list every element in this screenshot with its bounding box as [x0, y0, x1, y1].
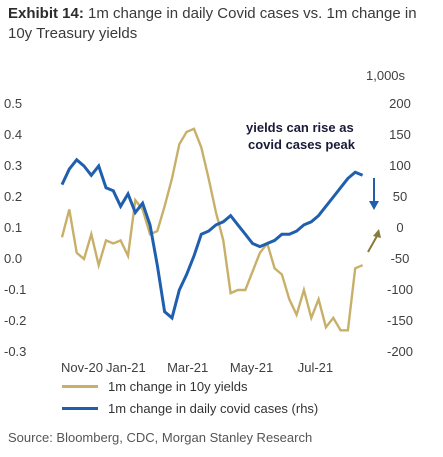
arrow-down-head — [369, 201, 379, 210]
annotation-arrows — [367, 178, 381, 253]
legend-item-yields: 1m change in 10y yields — [62, 375, 318, 397]
left-tick-label: -0.1 — [4, 282, 26, 297]
left-tick-label: 0.5 — [4, 96, 22, 111]
left-tick-label: -0.3 — [4, 344, 26, 359]
right-tick-label: -50 — [391, 251, 410, 266]
source-note: Source: Bloomberg, CDC, Morgan Stanley R… — [8, 430, 313, 445]
legend-label-cases: 1m change in daily covid cases (rhs) — [108, 400, 319, 416]
legend-swatch-cases — [62, 406, 98, 410]
x-tick-label: May-21 — [230, 360, 273, 375]
left-axis-ticks: 0.5 0.4 0.3 0.2 0.1 0.0 -0.1 -0.2 -0.3 — [4, 96, 26, 359]
annotation-line-2: covid cases peak — [248, 137, 356, 152]
series-line-cases — [60, 157, 364, 321]
right-tick-label: -100 — [387, 282, 413, 297]
right-axis-unit-label: 1,000s — [366, 68, 406, 83]
right-tick-label: -150 — [387, 313, 413, 328]
left-tick-label: 0.4 — [4, 127, 22, 142]
left-tick-label: 0.0 — [4, 251, 22, 266]
legend: 1m change in 10y yields 1m change in dai… — [62, 375, 318, 419]
x-tick-label: Jan-21 — [106, 360, 146, 375]
x-tick-label: Mar-21 — [167, 360, 208, 375]
arrow-up — [367, 235, 378, 253]
title-text: 1m change in daily Covid cases vs. 1m ch… — [8, 5, 417, 42]
right-tick-label: 200 — [389, 96, 411, 111]
right-tick-label: 50 — [393, 189, 407, 204]
annotation-line-1: yields can rise as — [246, 120, 354, 135]
right-tick-label: 100 — [389, 158, 411, 173]
legend-swatch-yields — [62, 384, 98, 388]
legend-item-cases: 1m change in daily covid cases (rhs) — [62, 397, 318, 419]
legend-label-yields: 1m change in 10y yields — [108, 378, 248, 394]
x-tick-label: Jul-21 — [298, 360, 333, 375]
right-tick-label: 0 — [396, 220, 403, 235]
left-tick-label: 0.2 — [4, 189, 22, 204]
annotation: yields can rise as covid cases peak — [246, 120, 356, 152]
chart-title: Exhibit 14: 1m change in daily Covid cas… — [8, 4, 438, 44]
right-axis-ticks: 200 150 100 50 0 -50 -100 -150 -200 — [387, 96, 413, 359]
right-tick-label: 150 — [389, 127, 411, 142]
x-tick-label: Nov-20 — [61, 360, 103, 375]
arrow-up-head — [373, 229, 381, 238]
chart-area: 1,000s 0.5 0.4 0.3 0.2 0.1 0.0 -0.1 -0.2 -0.3 20… — [4, 68, 413, 375]
left-tick-label: 0.1 — [4, 220, 22, 235]
series-line-yields — [60, 127, 364, 332]
left-tick-label: -0.2 — [4, 313, 26, 328]
left-tick-label: 0.3 — [4, 158, 22, 173]
x-axis-ticks: Nov-20 Jan-21 Mar-21 May-21 Jul-21 — [61, 360, 333, 375]
right-tick-label: -200 — [387, 344, 413, 359]
exhibit-label: Exhibit 14: — [8, 5, 84, 22]
